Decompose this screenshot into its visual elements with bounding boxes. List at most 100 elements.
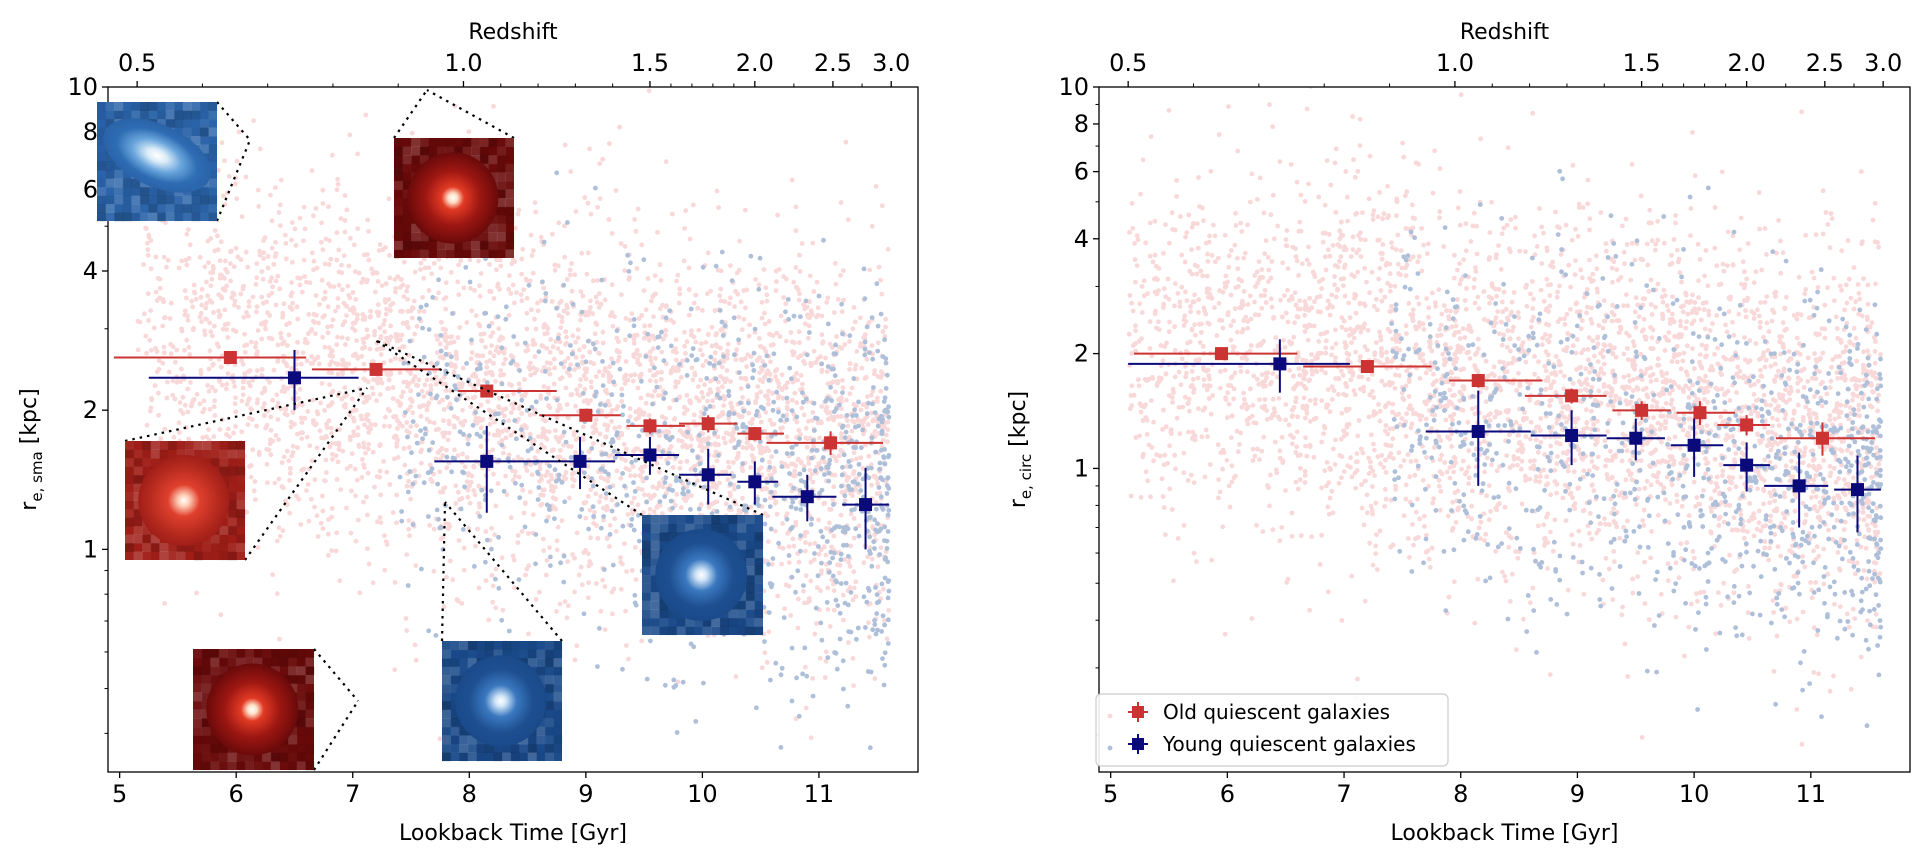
young-galaxy-point <box>436 277 441 283</box>
old-galaxy-point <box>171 434 177 440</box>
old-galaxy-point <box>629 311 635 317</box>
cutout-pixel <box>394 172 404 182</box>
old-galaxy-point <box>824 369 830 374</box>
young-galaxy-point <box>862 352 868 358</box>
old-galaxy-point <box>780 521 785 526</box>
young-galaxy-point <box>450 455 456 461</box>
cutout-pixel <box>428 249 437 258</box>
old-galaxy-point <box>309 458 315 464</box>
cutout-pixel <box>122 178 132 188</box>
cutout-pixel <box>488 223 498 233</box>
old-galaxy-point <box>587 349 593 355</box>
old-galaxy-point <box>416 377 422 383</box>
old-galaxy-point <box>886 608 892 613</box>
cutout-pixel <box>131 110 141 120</box>
young-galaxy-point <box>875 521 880 527</box>
old-galaxy-point <box>182 308 188 314</box>
old-galaxy-point <box>144 422 150 428</box>
old-galaxy-point <box>229 248 234 254</box>
young-galaxy-point <box>652 365 657 371</box>
old-galaxy-point <box>494 257 499 263</box>
young-galaxy-point <box>872 618 877 623</box>
old-galaxy-point <box>849 385 855 391</box>
young-galaxy-point <box>875 627 880 633</box>
old-galaxy-point <box>443 327 448 333</box>
old-galaxy-point <box>281 454 287 460</box>
old-galaxy-point <box>320 526 326 531</box>
young-galaxy-point <box>434 361 440 367</box>
old-galaxy-point <box>247 464 252 469</box>
old-galaxy-point <box>850 656 856 661</box>
cutout-pixel <box>97 127 107 137</box>
old-galaxy-point <box>879 203 885 209</box>
young-galaxy-point <box>874 506 879 512</box>
old-galaxy-point <box>614 468 620 474</box>
young-galaxy-point <box>628 260 633 266</box>
old-galaxy-point <box>739 327 745 333</box>
old-galaxy-point <box>808 735 814 741</box>
old-galaxy-point <box>760 367 765 373</box>
old-galaxy-point <box>447 401 453 407</box>
old-galaxy-point <box>872 532 877 538</box>
old-galaxy-point <box>519 256 525 262</box>
cutout-pixel <box>419 249 429 259</box>
young-galaxy-point <box>570 301 576 307</box>
old-galaxy-point <box>285 343 290 348</box>
old-galaxy-point <box>391 434 397 440</box>
cutout-old-top-center <box>393 89 515 259</box>
old-galaxy-point <box>540 487 546 493</box>
old-galaxy-point <box>677 286 683 292</box>
old-galaxy-point <box>441 407 447 412</box>
young-galaxy-point <box>529 404 535 410</box>
old-galaxy-point <box>313 331 318 336</box>
old-galaxy-point <box>715 267 721 273</box>
old-galaxy-point <box>405 384 410 389</box>
old-galaxy-point <box>515 540 521 545</box>
old-galaxy-point <box>834 379 839 385</box>
old-galaxy-point <box>847 367 852 372</box>
old-galaxy-point <box>246 304 252 309</box>
old-galaxy-point <box>465 494 471 500</box>
old-galaxy-point <box>762 321 768 327</box>
old-galaxy-point <box>657 306 663 312</box>
old-galaxy-point <box>742 356 748 362</box>
old-galaxy-point <box>254 261 260 266</box>
old-galaxy-point <box>688 466 694 472</box>
old-galaxy-point <box>860 465 866 471</box>
old-galaxy-point <box>635 385 641 391</box>
x-tick-label: 8 <box>462 780 477 808</box>
old-galaxy-point <box>495 344 500 350</box>
young-galaxy-point <box>690 346 696 351</box>
old-galaxy-point <box>660 511 665 516</box>
old-galaxy-point <box>426 400 432 406</box>
old-galaxy-point <box>260 405 266 411</box>
old-galaxy-point <box>586 580 591 585</box>
young-galaxy-point <box>488 488 494 494</box>
old-galaxy-point <box>532 455 538 461</box>
old-galaxy-point <box>259 372 265 378</box>
old-galaxy-point <box>210 362 216 368</box>
young-galaxy-point <box>840 529 846 534</box>
cutout-pixel <box>496 163 506 173</box>
y-tick-label: 6 <box>83 176 98 204</box>
young-galaxy-point <box>681 491 687 497</box>
old-galaxy-point <box>846 475 852 480</box>
old-galaxy-point <box>466 526 472 531</box>
old-galaxy-point <box>779 460 784 466</box>
old-galaxy-point <box>222 307 228 313</box>
old-galaxy-point <box>674 278 679 284</box>
young-galaxy-point <box>590 504 596 510</box>
old-galaxy-point <box>295 316 301 322</box>
old-galaxy-point <box>570 552 575 557</box>
old-galaxy-point <box>359 354 365 359</box>
old-galaxy-point <box>394 492 400 498</box>
old-galaxy-point <box>728 401 733 406</box>
old-galaxy-point <box>440 430 446 436</box>
old-galaxy-point <box>274 392 280 398</box>
young-galaxy-point <box>883 555 889 561</box>
young-galaxy-point <box>755 496 761 502</box>
old-galaxy-point <box>319 381 325 386</box>
young-galaxy-point <box>507 464 513 470</box>
young-galaxy-point <box>882 662 888 668</box>
old-galaxy-point <box>289 259 295 265</box>
